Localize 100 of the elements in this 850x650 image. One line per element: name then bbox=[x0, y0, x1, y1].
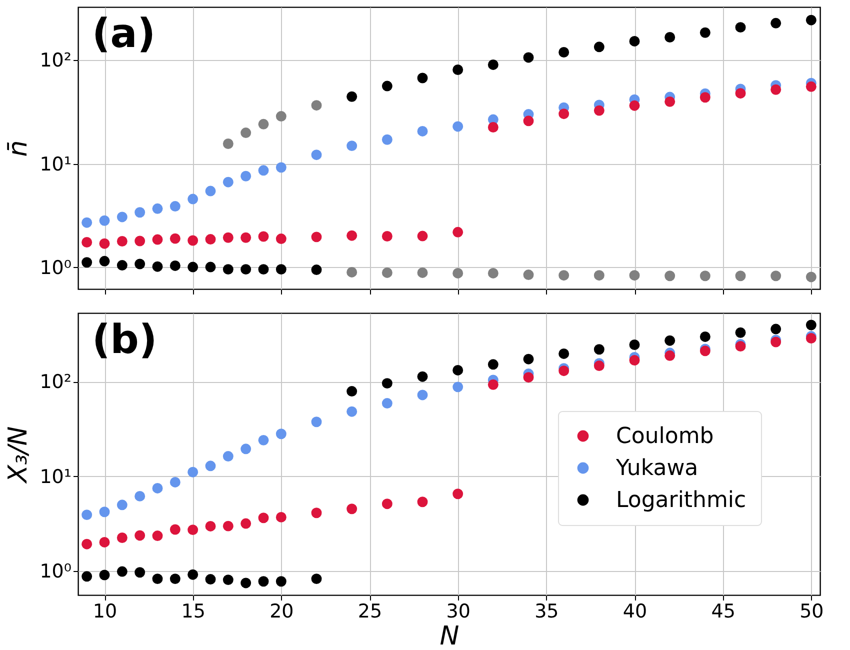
point bbox=[770, 18, 782, 28]
point bbox=[417, 390, 428, 400]
point bbox=[116, 236, 128, 246]
point bbox=[558, 270, 570, 281]
point bbox=[735, 327, 746, 338]
point bbox=[806, 272, 816, 282]
point bbox=[523, 372, 534, 383]
point bbox=[222, 138, 234, 149]
point bbox=[82, 237, 92, 248]
point bbox=[152, 530, 163, 542]
point bbox=[735, 88, 746, 99]
point bbox=[311, 264, 322, 276]
point bbox=[82, 538, 92, 550]
point bbox=[558, 366, 570, 376]
point bbox=[700, 331, 710, 342]
point bbox=[664, 96, 676, 107]
point bbox=[258, 231, 269, 242]
point bbox=[452, 121, 464, 132]
point bbox=[770, 324, 782, 334]
point bbox=[629, 340, 640, 350]
point bbox=[523, 116, 534, 126]
point bbox=[488, 122, 498, 132]
point bbox=[188, 524, 198, 536]
point bbox=[488, 359, 498, 370]
point bbox=[488, 59, 498, 70]
x-tick-label: 45 bbox=[711, 600, 736, 622]
y-axis-title: X₃/N bbox=[4, 426, 34, 485]
point bbox=[382, 398, 392, 409]
point bbox=[99, 238, 110, 249]
point bbox=[664, 335, 676, 346]
point bbox=[170, 574, 180, 584]
point bbox=[258, 576, 269, 587]
point bbox=[152, 261, 163, 272]
point bbox=[558, 47, 570, 58]
point bbox=[258, 512, 269, 524]
point bbox=[240, 128, 252, 138]
point bbox=[222, 451, 234, 462]
point bbox=[205, 460, 216, 472]
point bbox=[629, 355, 640, 366]
point bbox=[116, 566, 128, 577]
point bbox=[170, 524, 180, 535]
point bbox=[806, 320, 816, 330]
point bbox=[240, 578, 252, 588]
point bbox=[452, 64, 464, 75]
point bbox=[523, 270, 534, 280]
point bbox=[311, 150, 322, 160]
point bbox=[417, 496, 428, 508]
point bbox=[417, 267, 428, 278]
point bbox=[152, 482, 163, 494]
point bbox=[735, 22, 746, 33]
point bbox=[258, 118, 269, 130]
point bbox=[806, 81, 816, 92]
point bbox=[276, 264, 286, 275]
point bbox=[382, 498, 392, 510]
point bbox=[700, 27, 710, 38]
point bbox=[558, 348, 570, 359]
annotation: (b) bbox=[92, 317, 158, 363]
y-tick-label: 10² bbox=[40, 371, 72, 394]
point bbox=[311, 232, 322, 242]
point bbox=[488, 379, 498, 390]
point bbox=[346, 140, 358, 152]
annotation: (a) bbox=[92, 11, 156, 57]
point bbox=[222, 520, 234, 532]
point bbox=[82, 257, 92, 268]
point bbox=[523, 52, 534, 63]
point bbox=[134, 236, 146, 246]
point bbox=[116, 260, 128, 271]
y-tick-label: 10¹ bbox=[40, 153, 72, 176]
point bbox=[558, 108, 570, 120]
point bbox=[82, 571, 92, 582]
point bbox=[258, 434, 269, 446]
point bbox=[382, 267, 392, 278]
x-tick-label: 40 bbox=[622, 600, 648, 622]
point bbox=[700, 92, 710, 103]
point bbox=[452, 382, 464, 392]
point bbox=[346, 266, 358, 278]
point bbox=[152, 203, 163, 214]
x-axis-title: N bbox=[440, 622, 460, 650]
point bbox=[222, 574, 234, 586]
point bbox=[735, 270, 746, 282]
point bbox=[240, 518, 252, 529]
point bbox=[594, 105, 604, 116]
point bbox=[134, 567, 146, 578]
point bbox=[417, 371, 428, 382]
point bbox=[311, 100, 322, 111]
point bbox=[452, 364, 464, 376]
point bbox=[382, 231, 392, 242]
point bbox=[594, 360, 604, 372]
x-tick-label: 30 bbox=[446, 600, 470, 622]
point bbox=[99, 536, 110, 548]
point bbox=[276, 428, 286, 440]
y-axis-title: n̄ bbox=[4, 140, 34, 157]
point bbox=[222, 264, 234, 275]
point bbox=[258, 165, 269, 176]
x-tick-label: 25 bbox=[358, 600, 382, 622]
x-tick-label: 35 bbox=[534, 600, 559, 622]
point bbox=[222, 232, 234, 243]
point bbox=[170, 233, 180, 244]
point bbox=[452, 488, 464, 500]
point bbox=[82, 217, 92, 228]
